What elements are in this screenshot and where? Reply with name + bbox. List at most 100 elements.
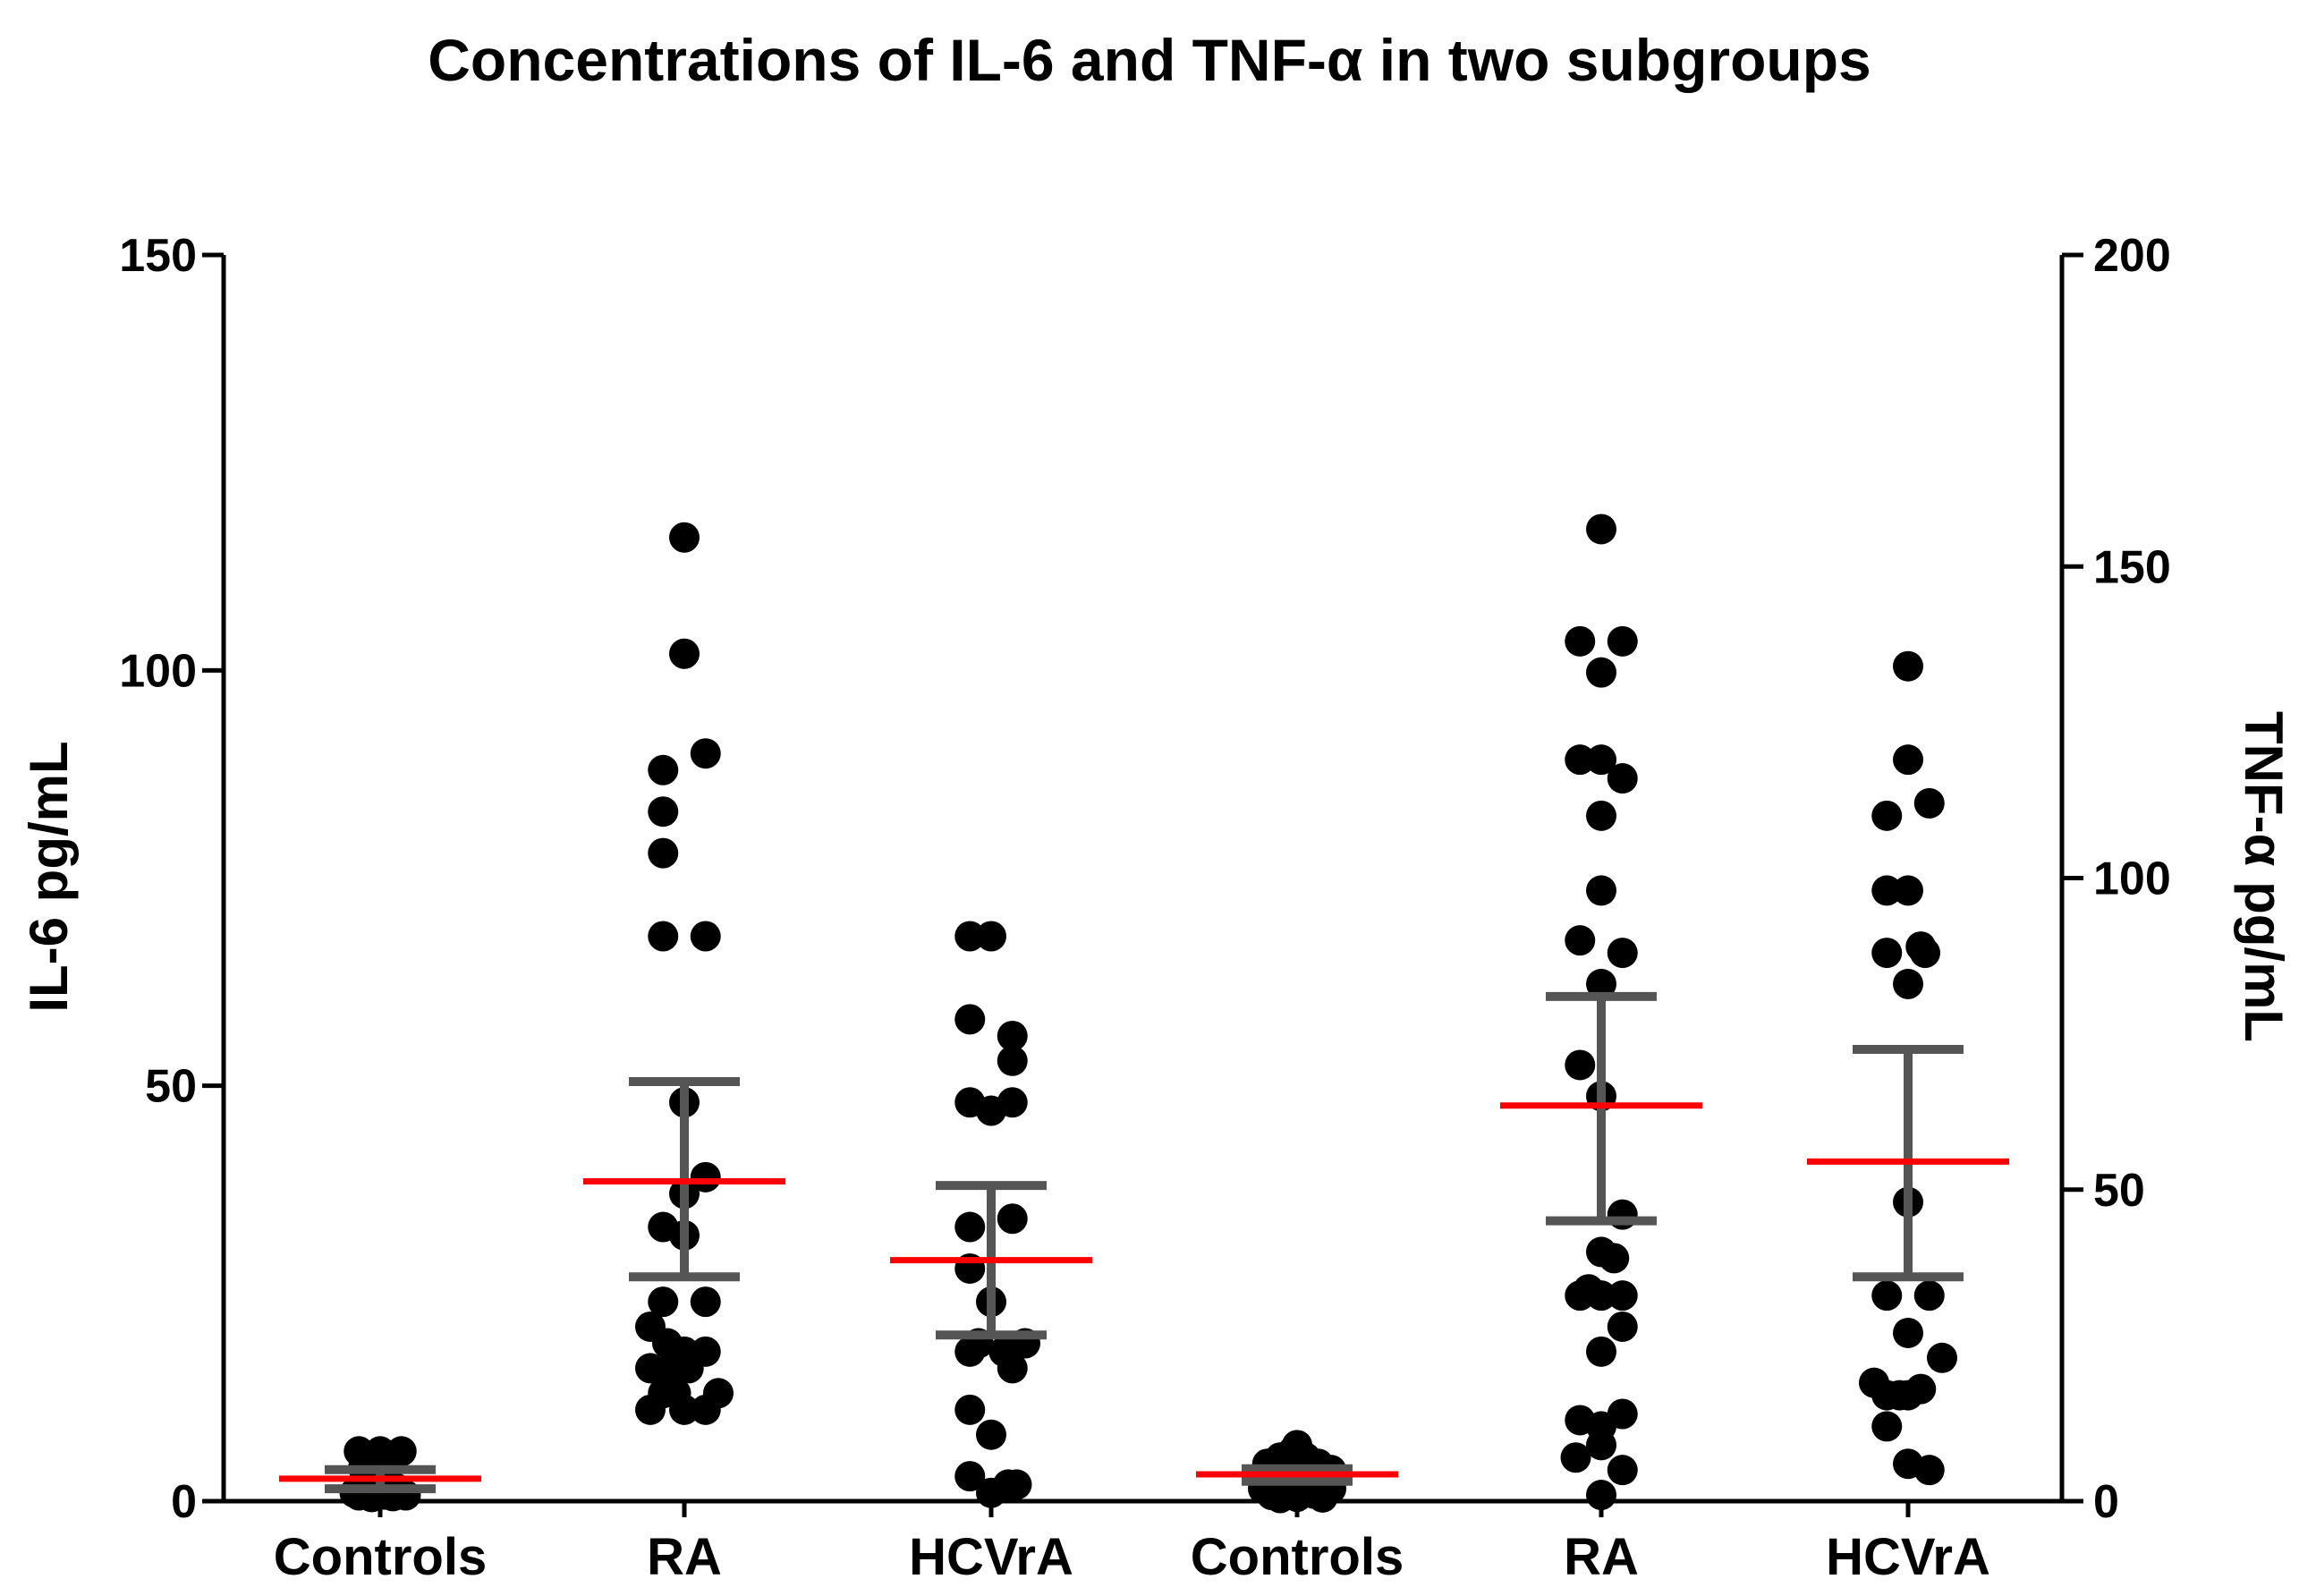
data-point [690, 738, 721, 769]
data-point [673, 1353, 704, 1384]
right-tick-label: 50 [2093, 1165, 2145, 1217]
data-point [997, 1203, 1028, 1235]
left-tick-label: 50 [145, 1061, 197, 1113]
data-point [1871, 875, 1903, 906]
category-label: Controls [274, 1528, 487, 1586]
data-point [1586, 1336, 1616, 1367]
data-point [1586, 514, 1616, 545]
right-tick-label: 150 [2093, 541, 2171, 593]
data-point [976, 921, 1006, 952]
data-point [648, 921, 679, 952]
data-point [1893, 744, 1923, 776]
chart-title: Concentrations of IL-6 and TNF-α in two … [428, 27, 1871, 93]
data-point [635, 1394, 666, 1425]
data-point [1586, 1430, 1616, 1461]
category-label: HCVrA [1826, 1528, 1990, 1586]
data-point [997, 1045, 1028, 1076]
category-label: Controls [1191, 1528, 1404, 1586]
category-label: HCVrA [909, 1528, 1073, 1586]
series-group [583, 522, 785, 1425]
data-point [1586, 968, 1616, 999]
left-tick-label: 150 [119, 230, 197, 282]
data-point [635, 1353, 666, 1384]
data-point [690, 1161, 721, 1193]
data-point [1282, 1430, 1312, 1461]
left-tick-label: 0 [171, 1476, 197, 1528]
data-point [1893, 650, 1923, 682]
left-axis-ticks: 0 50 100 150 [119, 230, 224, 1528]
data-point [954, 1211, 986, 1243]
right-tick-label: 100 [2093, 853, 2171, 905]
data-point [1871, 1280, 1903, 1312]
data-point [690, 1286, 721, 1318]
data-point [1586, 875, 1616, 906]
data-point [1607, 938, 1638, 969]
data-point [1586, 744, 1616, 776]
data-point [648, 837, 679, 869]
data-point [1565, 625, 1596, 657]
series-group [1807, 650, 2009, 1486]
right-axis-ticks: 0 50 100 150 200 [2062, 230, 2171, 1528]
data-point [648, 796, 679, 828]
data-point [690, 921, 721, 952]
data-point [1913, 1280, 1945, 1312]
data-point [690, 1394, 721, 1425]
data-point [1573, 1274, 1604, 1305]
data-point [648, 754, 679, 785]
data-point [1871, 1411, 1903, 1442]
series-group [279, 1436, 481, 1513]
data-point [648, 1286, 679, 1318]
category-label: RA [1564, 1528, 1639, 1586]
data-point [1565, 925, 1596, 956]
data-point [1607, 1398, 1638, 1430]
data-point [1560, 1442, 1591, 1473]
series-group [1500, 514, 1702, 1511]
data-point [1871, 800, 1903, 831]
data-point [1607, 1455, 1638, 1486]
data-point [1001, 1469, 1032, 1500]
data-point [976, 1477, 1006, 1508]
data-point [1586, 1480, 1616, 1511]
series-group [890, 921, 1092, 1508]
data-point [1927, 1342, 1957, 1373]
data-point [1893, 1380, 1923, 1411]
right-tick-label: 200 [2093, 230, 2171, 282]
data-point [1607, 625, 1638, 657]
data-point [669, 638, 700, 669]
data-point [1607, 1311, 1638, 1342]
data-point [1586, 800, 1616, 831]
category-label: RA [647, 1528, 722, 1586]
data-point [997, 1020, 1028, 1051]
series-group [1196, 1430, 1398, 1514]
data-point [1565, 1049, 1596, 1081]
data-point [1893, 968, 1923, 999]
plot-groups [279, 514, 2009, 1514]
left-tick-label: 100 [119, 645, 197, 697]
category-labels: Controls RA HCVrA Controls RA HCVrA [274, 1501, 1990, 1586]
data-point [1607, 1280, 1638, 1312]
data-point [997, 1353, 1028, 1384]
data-point [669, 1394, 700, 1425]
data-point [1586, 657, 1616, 688]
right-tick-label: 0 [2093, 1476, 2119, 1528]
data-point [1565, 744, 1596, 776]
data-point [1893, 875, 1923, 906]
data-point [669, 522, 700, 553]
right-axis-label: TNF-α pg/mL [2234, 711, 2294, 1042]
data-point [954, 1461, 986, 1492]
data-point [954, 921, 986, 952]
data-point [976, 1419, 1006, 1450]
data-point [1905, 931, 1937, 963]
data-point [1871, 938, 1903, 969]
data-point [1599, 1243, 1630, 1274]
data-point [1607, 763, 1638, 794]
left-axis-label: IL-6 pg/mL [19, 741, 79, 1012]
data-point [954, 1004, 986, 1035]
data-point [997, 1087, 1028, 1118]
data-point [954, 1394, 986, 1425]
data-point [1913, 1455, 1945, 1486]
data-point [1893, 1317, 1923, 1348]
data-point [1913, 787, 1945, 819]
